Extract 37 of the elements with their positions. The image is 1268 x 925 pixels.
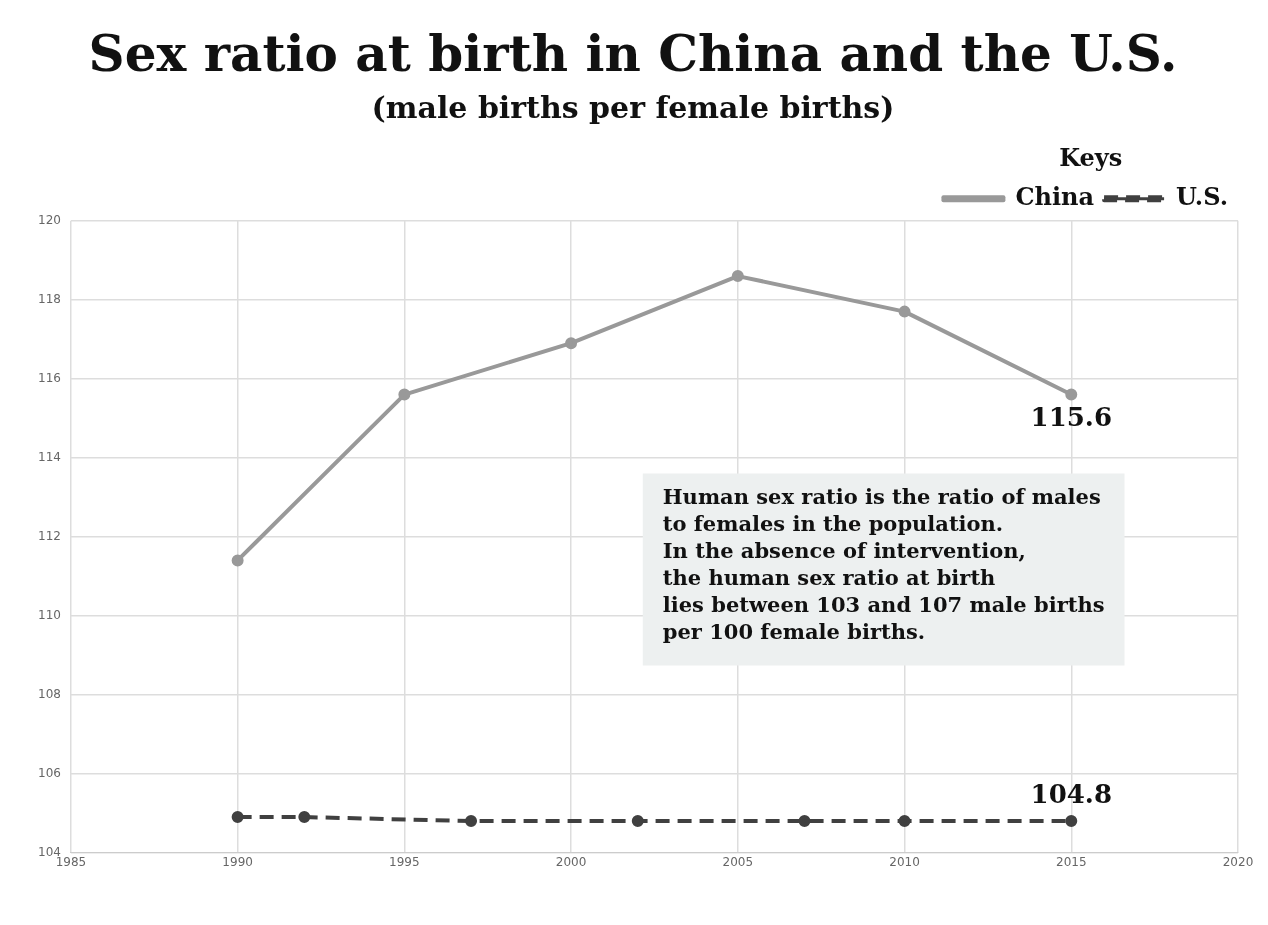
x-tick-label: 2005 xyxy=(722,854,754,869)
legend-title: Keys xyxy=(1059,143,1123,173)
y-tick-label: 116 xyxy=(38,370,61,385)
y-tick-label: 112 xyxy=(38,528,61,543)
chart-title: Sex ratio at birth in China and the U.S. xyxy=(88,23,1178,83)
point xyxy=(298,811,311,824)
y-tick-label: 110 xyxy=(38,607,61,622)
annotation: 104.8 xyxy=(1030,778,1112,809)
x-tick-label: 1995 xyxy=(389,854,420,869)
y-tick-label: 120 xyxy=(38,212,61,227)
point xyxy=(898,305,911,318)
point xyxy=(231,811,244,824)
chart-subtitle: (male births per female births) xyxy=(371,89,895,125)
annotation: Human sex ratio is the ratio of males to females in the population. In the absence of intervention, the human sex ratio at birth lies between 103 and 107 male births per 100 female births. xyxy=(662,484,1105,645)
point xyxy=(1065,815,1078,828)
point xyxy=(565,337,578,350)
x-tick-label: 1990 xyxy=(222,854,253,869)
y-tick-label: 118 xyxy=(38,291,61,306)
point xyxy=(731,270,744,283)
y-tick-label: 108 xyxy=(38,686,61,701)
x-tick-label: 2010 xyxy=(889,854,920,869)
legend-label: China xyxy=(1015,182,1095,212)
point xyxy=(465,815,478,828)
x-tick-label: 2020 xyxy=(1222,854,1254,869)
annotation: 115.6 xyxy=(1030,402,1112,433)
point xyxy=(898,815,911,828)
point xyxy=(631,815,644,828)
legend-label: U.S. xyxy=(1176,182,1229,212)
point xyxy=(798,815,811,828)
x-tick-label: 2000 xyxy=(555,854,587,869)
x-tick-label: 2015 xyxy=(1056,854,1087,869)
x-tick-label: 1985 xyxy=(55,854,87,869)
point xyxy=(398,388,411,401)
point xyxy=(1065,388,1078,401)
y-tick-label: 114 xyxy=(38,449,61,464)
y-tick-label: 106 xyxy=(38,765,61,780)
point xyxy=(231,554,244,567)
